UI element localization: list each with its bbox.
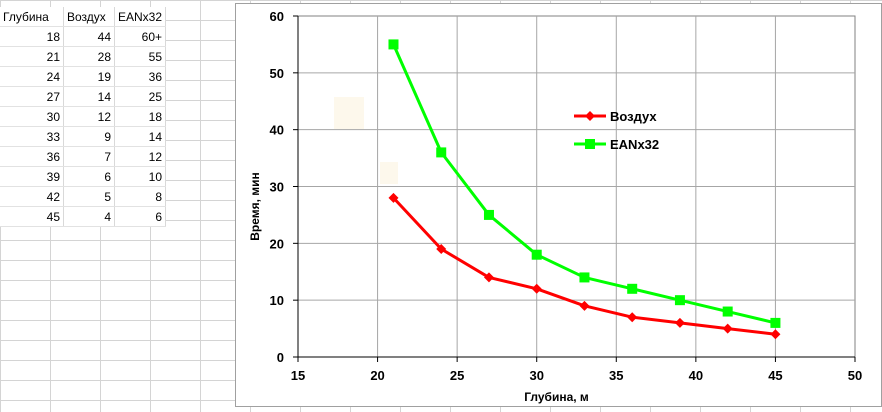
x-tick-label: 30 xyxy=(529,368,543,383)
data-point xyxy=(483,272,494,283)
data-point xyxy=(436,244,447,255)
chart-area[interactable]: 15 20 25 30 35 40 45 50 0 10 20 30 40 50 60 Глубина, м В… xyxy=(235,3,882,407)
y-axis-title: Время, мин xyxy=(248,172,262,241)
y-tick-label: 30 xyxy=(270,180,284,195)
table-row: 27 14 25 xyxy=(0,86,167,107)
data-table: Глубина Воздух EANx32 18 44 60+ 21 28 55 24 19 3… xyxy=(0,7,167,227)
cell-air[interactable]: 5 xyxy=(63,186,115,207)
background-tint xyxy=(380,162,398,184)
cell-depth[interactable]: 36 xyxy=(0,146,64,167)
cell-air[interactable]: 14 xyxy=(63,86,115,107)
data-point xyxy=(579,272,590,283)
data-point xyxy=(770,317,781,328)
cell-air[interactable]: 9 xyxy=(63,126,115,147)
table-row: 24 19 36 xyxy=(0,66,167,87)
cell-air[interactable]: 4 xyxy=(63,206,115,227)
cell-depth[interactable]: 39 xyxy=(0,166,64,187)
legend-label: Воздух xyxy=(610,109,657,124)
data-point xyxy=(627,283,638,294)
x-tick-label: 15 xyxy=(291,368,305,383)
cell-eanx32[interactable]: 12 xyxy=(114,146,167,167)
cell-eanx32[interactable]: 55 xyxy=(114,46,167,67)
cell-air[interactable]: 12 xyxy=(63,106,115,127)
data-point xyxy=(483,209,494,220)
y-tick-label: 20 xyxy=(270,236,284,251)
cell-depth[interactable]: 45 xyxy=(0,206,64,227)
data-point xyxy=(579,300,590,311)
legend-marker xyxy=(585,111,595,121)
cell-depth[interactable]: 27 xyxy=(0,86,64,107)
x-axis-title: Глубина, м xyxy=(524,390,589,404)
cell-air[interactable]: 19 xyxy=(63,66,115,87)
cell-depth[interactable]: 33 xyxy=(0,126,64,147)
cell-air[interactable]: 44 xyxy=(63,26,115,47)
data-point xyxy=(531,283,542,294)
table-row: 36 7 12 xyxy=(0,146,167,167)
x-tick-label: 45 xyxy=(768,368,782,383)
y-tick-label: 10 xyxy=(270,293,284,308)
line-chart: 15 20 25 30 35 40 45 50 0 10 20 30 40 50 60 Глубина, м В… xyxy=(248,9,862,404)
header-depth[interactable]: Глубина xyxy=(0,7,64,27)
table-row: 42 5 8 xyxy=(0,186,167,207)
table-row: 30 12 18 xyxy=(0,106,167,127)
cell-eanx32[interactable]: 36 xyxy=(114,66,167,87)
table-body: 18 44 60+ 21 28 55 24 19 36 27 14 25 30 12 18 33 9 14 36 7 1… xyxy=(0,26,167,227)
legend-label: EANx32 xyxy=(610,137,659,152)
cell-eanx32[interactable]: 14 xyxy=(114,126,167,147)
cell-depth[interactable]: 24 xyxy=(0,66,64,87)
cell-eanx32[interactable]: 10 xyxy=(114,166,167,187)
data-point xyxy=(388,39,399,50)
cell-air[interactable]: 6 xyxy=(63,166,115,187)
header-eanx32[interactable]: EANx32 xyxy=(114,7,167,27)
x-tick-label: 25 xyxy=(450,368,464,383)
table-row: 18 44 60+ xyxy=(0,26,167,47)
cell-eanx32[interactable]: 6 xyxy=(114,206,167,227)
data-point xyxy=(674,317,685,328)
cell-air[interactable]: 7 xyxy=(63,146,115,167)
x-tick-label: 50 xyxy=(848,368,862,383)
data-point xyxy=(722,306,733,317)
table-row: 39 6 10 xyxy=(0,166,167,187)
cell-eanx32[interactable]: 25 xyxy=(114,86,167,107)
cell-eanx32[interactable]: 8 xyxy=(114,186,167,207)
cell-depth[interactable]: 21 xyxy=(0,46,64,67)
table-header-row: Глубина Воздух EANx32 xyxy=(0,7,167,27)
y-tick-label: 60 xyxy=(270,9,284,24)
cell-depth[interactable]: 18 xyxy=(0,26,64,47)
data-point xyxy=(770,329,781,340)
data-point xyxy=(531,249,542,260)
cell-eanx32[interactable]: 60+ xyxy=(114,26,167,47)
x-tick-label: 35 xyxy=(609,368,623,383)
legend-marker xyxy=(585,139,595,149)
data-point xyxy=(436,147,447,158)
background-tint xyxy=(334,97,364,129)
y-tick-label: 40 xyxy=(270,123,284,138)
cell-depth[interactable]: 30 xyxy=(0,106,64,127)
table-row: 45 4 6 xyxy=(0,206,167,227)
x-tick-label: 20 xyxy=(370,368,384,383)
x-tick-label: 40 xyxy=(689,368,703,383)
data-point xyxy=(627,312,638,323)
cell-depth[interactable]: 42 xyxy=(0,186,64,207)
data-point xyxy=(674,295,685,306)
header-air[interactable]: Воздух xyxy=(63,7,115,27)
table-row: 33 9 14 xyxy=(0,126,167,147)
data-point xyxy=(388,192,399,203)
data-point xyxy=(722,323,733,334)
y-tick-label: 50 xyxy=(270,66,284,81)
cell-eanx32[interactable]: 18 xyxy=(114,106,167,127)
cell-air[interactable]: 28 xyxy=(63,46,115,67)
table-row: 21 28 55 xyxy=(0,46,167,67)
y-tick-label: 0 xyxy=(277,350,284,365)
